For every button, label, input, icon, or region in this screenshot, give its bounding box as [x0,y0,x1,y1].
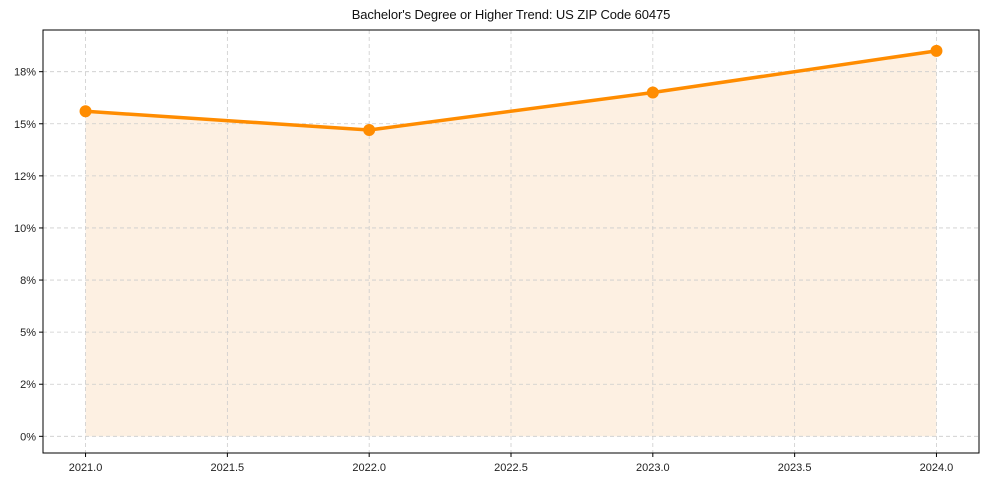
data-point-marker [930,44,943,57]
x-tick-label: 2023.5 [778,462,812,474]
data-series [79,44,943,137]
y-tick-label: 0% [20,431,36,443]
x-tick-label: 2021.5 [211,462,245,474]
x-axis-ticks: 2021.0 2021.5 2022.0 2022.5 2023.0 2023.5 2024… [69,453,954,474]
y-tick-label: 10% [14,223,36,235]
data-point-marker [646,86,659,99]
y-tick-label: 15% [14,119,36,131]
grid-lines [43,30,979,453]
series-line [83,49,939,132]
y-tick-label: 8% [20,275,36,287]
data-point-marker [363,124,376,137]
chart-title: Bachelor's Degree or Higher Trend: US ZI… [351,7,671,22]
x-tick-label: 2022.5 [494,462,528,474]
y-tick-label: 5% [20,327,36,339]
x-tick-label: 2022.0 [352,462,386,474]
y-tick-label: 2% [20,379,36,391]
y-axis-ticks: 0% 2% 5% 8% 10% 12% 15% 18% [14,67,43,443]
x-tick-label: 2023.0 [636,462,670,474]
y-tick-label: 12% [14,171,36,183]
x-tick-label: 2021.0 [69,462,103,474]
y-tick-label: 18% [14,67,36,79]
data-point-marker [79,105,92,118]
x-tick-label: 2024.0 [920,462,954,474]
